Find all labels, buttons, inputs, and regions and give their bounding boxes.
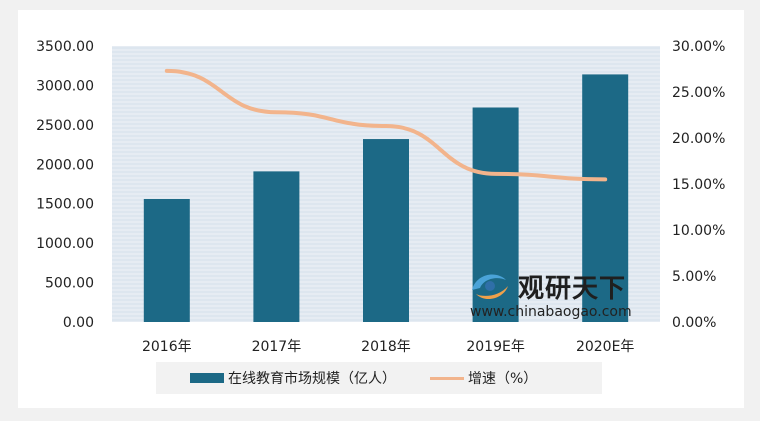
- x-tick-label: 2019E年: [466, 339, 524, 355]
- bar-2: [253, 171, 300, 322]
- watermark: 观研天下 www.chinabaogao.com: [466, 264, 666, 324]
- x-tick-label: 2018年: [361, 339, 411, 355]
- watermark-url: www.chinabaogao.com: [470, 304, 632, 320]
- left-tick-label: 2000.00: [36, 157, 94, 173]
- bar-1: [143, 198, 190, 322]
- bar-5: [582, 74, 629, 322]
- left-tick-label: 3000.00: [36, 78, 94, 94]
- right-tick-label: 30.00%: [672, 39, 725, 55]
- legend: 在线教育市场规模（亿人） 增速（%）: [156, 362, 602, 394]
- watermark-logo-icon: [472, 274, 508, 300]
- bar-3: [363, 139, 409, 322]
- left-tick-label: 2500.00: [36, 118, 94, 134]
- right-tick-label: 15.00%: [672, 177, 725, 193]
- x-tick-label: 2020E年: [576, 339, 634, 355]
- left-tick-label: 500.00: [45, 276, 94, 292]
- right-tick-label: 10.00%: [672, 223, 725, 239]
- watermark-title: 观研天下: [518, 274, 627, 304]
- right-tick-label: 5.00%: [672, 269, 716, 285]
- legend-bar-swatch: [190, 373, 224, 383]
- left-tick-label: 1500.00: [36, 197, 94, 213]
- legend-bar-label: 在线教育市场规模（亿人）: [228, 371, 396, 387]
- right-tick-label: 20.00%: [672, 131, 725, 147]
- growth-rate-line: [164, 68, 608, 182]
- legend-line-swatch: [430, 376, 464, 380]
- right-tick-label: 0.00%: [672, 315, 716, 331]
- x-tick-label: 2016年: [142, 339, 192, 355]
- left-tick-label: 0.00: [63, 315, 94, 331]
- right-tick-label: 25.00%: [672, 85, 725, 101]
- left-tick-label: 1000.00: [36, 236, 94, 252]
- left-tick-label: 3500.00: [36, 39, 94, 55]
- legend-line-label: 增速（%）: [468, 371, 538, 387]
- x-tick-label: 2017年: [252, 339, 302, 355]
